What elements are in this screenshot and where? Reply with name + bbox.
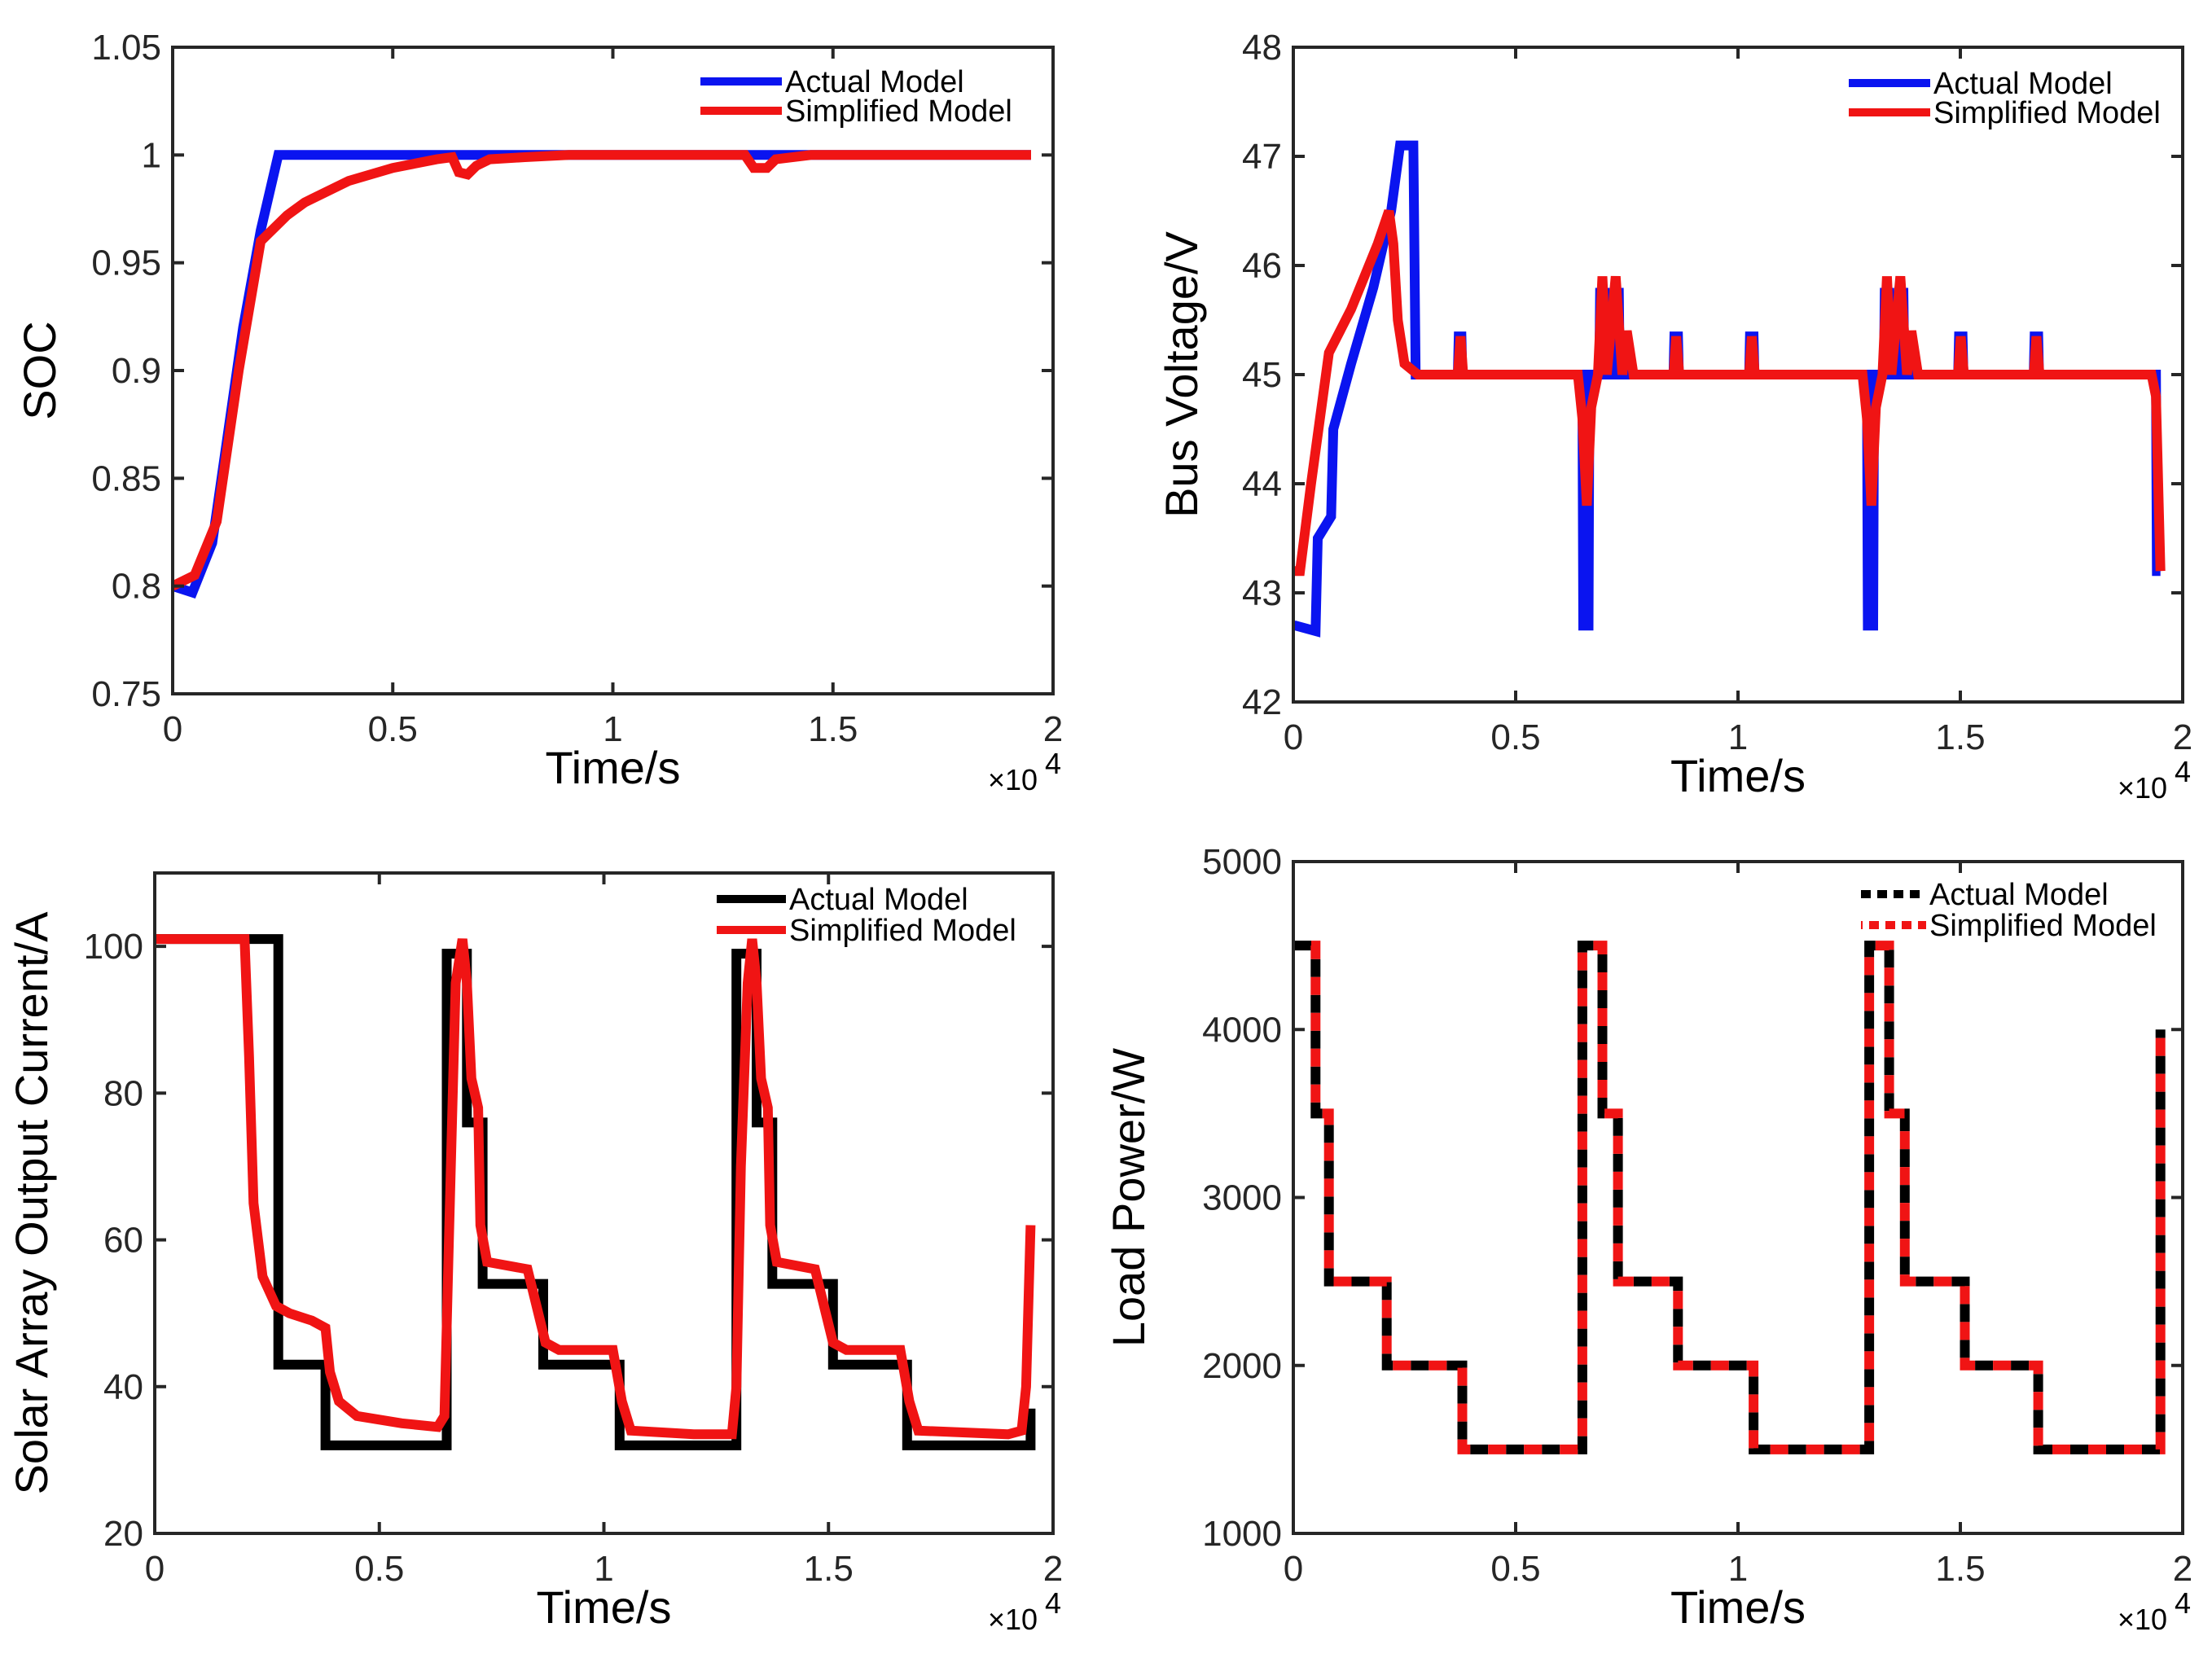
x-exponent-label: ×10 xyxy=(988,763,1038,796)
legend-label-simplified-model: Simplified Model xyxy=(785,94,1012,129)
y-tick-label: 0.75 xyxy=(91,674,161,714)
x-tick-label: 2 xyxy=(1043,709,1063,749)
x-tick-label: 1.5 xyxy=(808,709,858,749)
series-line-simplified-model xyxy=(1293,941,2166,1454)
x-exponent-label: ×10 xyxy=(2118,771,2167,805)
panel-bus-voltage: 0 0.5 1 1.5 2 42 43 44 45 46 47 48 Time/s ×10 4 Bus Vol… xyxy=(1156,28,2192,805)
plot-area xyxy=(155,934,1036,1450)
y-tick-label: 5000 xyxy=(1202,842,1282,882)
y-tick-label: 1.05 xyxy=(91,28,161,68)
legend-label-simplified-model: Simplified Model xyxy=(1933,96,2161,130)
y-tick-label: 45 xyxy=(1242,355,1282,395)
y-axis-title: SOC xyxy=(14,321,65,419)
x-tick-label: 0 xyxy=(1284,1549,1303,1589)
panel-solar-current: 0 0.5 1 1.5 2 20 40 60 80 100 Time/s ×10 4 Solar Arra… xyxy=(6,871,1063,1636)
x-exponent-power: 4 xyxy=(2175,755,2191,788)
y-tick-label: 2000 xyxy=(1202,1346,1282,1386)
x-tick-label: 2 xyxy=(2173,1549,2192,1589)
series-line-actual-model xyxy=(1293,941,2166,1454)
x-axis-title: Time/s xyxy=(1670,750,1806,801)
x-tick-label: 0.5 xyxy=(368,709,418,749)
x-tick-label: 1.5 xyxy=(1935,1549,1985,1589)
x-tick-label: 1 xyxy=(594,1549,613,1589)
y-tick-label: 3000 xyxy=(1202,1178,1282,1218)
legend-label-simplified-model: Simplified Model xyxy=(1929,909,2157,943)
y-axis-title: Load Power/W xyxy=(1103,1048,1154,1347)
axes-box xyxy=(1292,860,2184,1535)
axes-box xyxy=(171,46,1055,695)
x-tick-label: 1.5 xyxy=(1935,717,1985,757)
x-tick-label: 1 xyxy=(1728,1549,1748,1589)
x-exponent-power: 4 xyxy=(1045,747,1061,780)
x-tick-label: 0 xyxy=(145,1549,165,1589)
x-tick-label: 1 xyxy=(603,709,622,749)
y-axis-title: Solar Array Output Current/A xyxy=(6,911,57,1495)
legend-label-actual-model: Actual Model xyxy=(789,883,968,917)
y-tick-label: 42 xyxy=(1242,682,1282,722)
series-line-actual-model xyxy=(1293,140,2162,638)
plot-area xyxy=(1293,941,2166,1454)
y-tick-label: 0.85 xyxy=(91,458,161,498)
x-tick-label: 0.5 xyxy=(1490,717,1540,757)
series-line-actual-model xyxy=(173,150,1031,599)
x-tick-label: 1 xyxy=(1728,717,1748,757)
y-tick-label: 44 xyxy=(1242,464,1282,504)
y-tick-label: 0.9 xyxy=(112,351,161,391)
y-axis-title: Bus Voltage/V xyxy=(1156,230,1207,517)
x-exponent-power: 4 xyxy=(1045,1586,1061,1620)
panel-load-power: 0 0.5 1 1.5 2 1000 2000 3000 4000 5000 Time/s ×10 4 L… xyxy=(1103,842,2192,1636)
plot-area xyxy=(1293,140,2166,638)
plot-area xyxy=(173,150,1031,599)
y-tick-label: 0.8 xyxy=(112,567,161,607)
y-tick-label: 40 xyxy=(103,1367,143,1407)
y-tick-label: 1 xyxy=(142,135,161,175)
y-tick-label: 1000 xyxy=(1202,1514,1282,1554)
x-tick-label: 0 xyxy=(163,709,182,749)
x-axis-title: Time/s xyxy=(537,1581,672,1633)
y-tick-label: 43 xyxy=(1242,573,1282,613)
series-line-simplified-model xyxy=(1293,209,2166,577)
x-tick-label: 1.5 xyxy=(804,1549,854,1589)
x-axis-title: Time/s xyxy=(1670,1581,1806,1633)
y-tick-label: 4000 xyxy=(1202,1010,1282,1050)
x-exponent-label: ×10 xyxy=(2118,1603,2167,1636)
y-tick-label: 60 xyxy=(103,1221,143,1261)
x-tick-label: 2 xyxy=(2173,717,2192,757)
y-tick-label: 20 xyxy=(103,1514,143,1554)
x-exponent-label: ×10 xyxy=(988,1603,1038,1636)
y-tick-label: 100 xyxy=(84,927,143,967)
x-exponent-power: 4 xyxy=(2175,1586,2191,1620)
series-line-simplified-model xyxy=(155,934,1036,1440)
y-tick-label: 0.95 xyxy=(91,243,161,283)
x-tick-label: 2 xyxy=(1043,1549,1063,1589)
y-tick-label: 47 xyxy=(1242,137,1282,177)
legend-label-actual-model: Actual Model xyxy=(785,65,964,99)
legend-label-actual-model: Actual Model xyxy=(1933,67,2113,101)
x-axis-title: Time/s xyxy=(546,742,681,793)
legend-label-simplified-model: Simplified Model xyxy=(789,914,1016,948)
x-tick-label: 0.5 xyxy=(354,1549,404,1589)
y-tick-label: 48 xyxy=(1242,28,1282,68)
legend-label-actual-model: Actual Model xyxy=(1929,878,2109,912)
series-line-simplified-model xyxy=(173,150,1031,591)
x-tick-label: 0.5 xyxy=(1490,1549,1540,1589)
y-tick-label: 80 xyxy=(103,1073,143,1113)
x-tick-label: 0 xyxy=(1284,717,1303,757)
y-tick-label: 46 xyxy=(1242,246,1282,286)
panel-soc: 0 0.5 1 1.5 2 0.75 0.8 0.85 0.9 0.95 1 1.05 Time/s ×1… xyxy=(14,28,1063,796)
